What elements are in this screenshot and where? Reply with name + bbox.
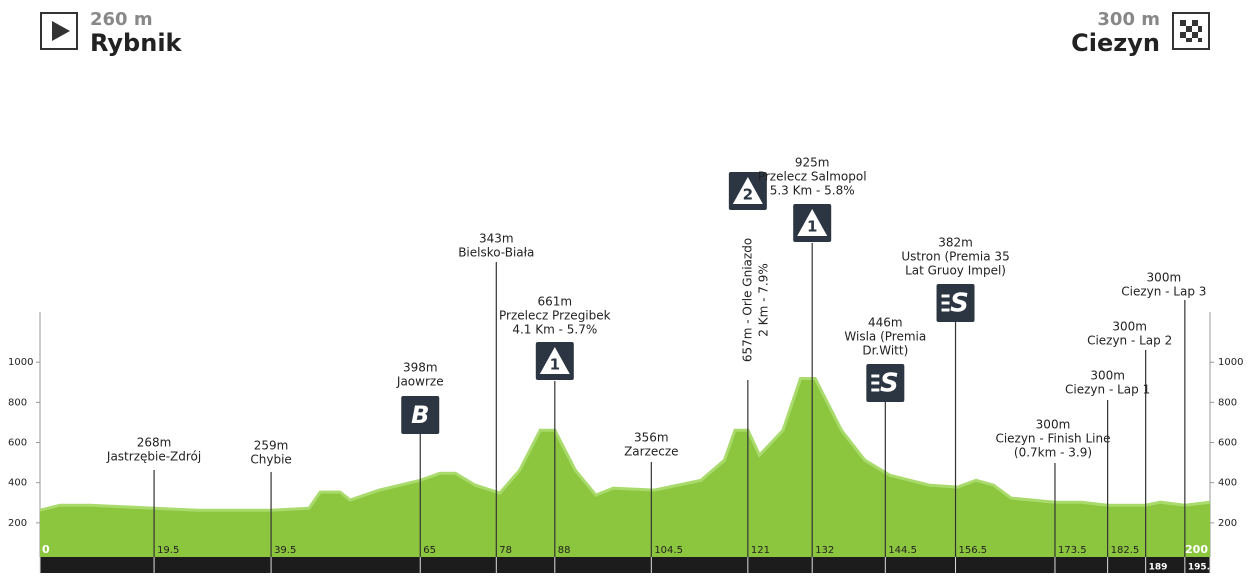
waypoint-label: 300m	[1036, 418, 1071, 432]
y-tick-label: 600	[1218, 438, 1237, 449]
icon-box	[936, 284, 975, 322]
waypoint-label: Ciezyn - Lap 2	[1087, 334, 1172, 348]
waypoint-label: Dr.Witt)	[862, 344, 908, 358]
icon-box	[866, 364, 905, 402]
waypoint-label: Zarzecze	[624, 445, 678, 459]
waypoint-icon: S	[936, 284, 975, 322]
y-tick-label: 200	[1218, 518, 1237, 529]
waypoint-label: 356m	[634, 431, 669, 445]
icon-triangle	[732, 177, 763, 204]
waypoint-icon: B	[401, 396, 440, 434]
start-name: Rybnik	[90, 29, 183, 57]
waypoint-label: 268m	[137, 436, 172, 450]
waypoint-label: (0.7km - 3.9)	[1014, 446, 1092, 460]
icon-glyph: 1	[550, 356, 560, 374]
x-tick-label: 182.5	[1111, 545, 1140, 556]
y-tick-label: 800	[8, 397, 27, 408]
icon-triangle	[797, 209, 828, 236]
y-tick-label: 600	[8, 438, 27, 449]
waypoint-label: Lat Gruoy Impel)	[905, 264, 1006, 278]
waypoint-label: Ciezyn - Finish Line	[995, 432, 1110, 446]
x-tick-label: 19.5	[157, 545, 179, 556]
y-tick-label: 400	[1218, 478, 1237, 489]
waypoint-label: 925m	[795, 156, 830, 170]
waypoint-label: 398m	[403, 361, 438, 375]
y-tick-label: 800	[1218, 397, 1237, 408]
waypoint-label: Ciezyn - Lap 1	[1065, 383, 1150, 397]
waypoint-label: 2 Km - 7.9%	[756, 263, 770, 336]
profile-area	[40, 378, 1210, 557]
x-tick-label: 156.5	[959, 545, 988, 556]
icon-glyph: S	[880, 369, 899, 399]
x-tick-label: 88	[558, 545, 571, 556]
profile-edge	[39, 377, 1211, 512]
x-tick-label: 132	[815, 545, 834, 556]
waypoint-label: 657m - Orle Gniazdo	[740, 238, 754, 362]
icon-box	[401, 396, 440, 434]
waypoint-label: Wisla (Premia	[844, 330, 926, 344]
x-tick-label: 65	[423, 545, 436, 556]
start-elevation: 260 m	[90, 9, 153, 30]
waypoint-label: 259m	[254, 439, 289, 453]
x-tick-label: 39.5	[274, 545, 296, 556]
waypoint-label: Jastrzębie-Zdrój	[106, 450, 201, 464]
waypoint-label: 661m	[538, 295, 573, 309]
waypoint-icon: 1	[793, 204, 832, 242]
start-icon	[40, 12, 78, 50]
waypoint-label: 446m	[868, 316, 903, 330]
waypoint-label: Jaowrze	[396, 375, 444, 389]
waypoint-icon: 2	[728, 172, 767, 210]
waypoint-label: 343m	[479, 232, 514, 246]
y-tick-label: 1000	[1218, 357, 1243, 368]
waypoint-label: Przelecz Przegibek	[499, 309, 611, 323]
waypoint-label: 4.1 Km - 5.7%	[512, 323, 597, 337]
y-tick-label: 400	[8, 478, 27, 489]
finish-name: Ciezyn	[1071, 29, 1160, 57]
waypoint-label: 5.3 Km - 5.8%	[770, 184, 855, 198]
km-bar	[40, 557, 1210, 573]
waypoint-label: 382m	[938, 236, 973, 250]
waypoint-label: Chybie	[250, 453, 291, 467]
icon-glyph: B	[411, 401, 429, 429]
finish-elevation: 300 m	[1097, 9, 1160, 30]
x-tick-label: 200	[1185, 543, 1208, 556]
waypoint-label: Przelecz Salmopol	[758, 170, 867, 184]
icon-glyph: S	[950, 289, 969, 319]
x-tick-label: 189	[1149, 563, 1168, 573]
icon-glyph: 1	[807, 218, 817, 236]
x-tick-label: 78	[499, 545, 512, 556]
waypoint-label: 300m	[1147, 271, 1182, 285]
waypoint-label: 300m	[1090, 369, 1125, 383]
waypoint-label: 300m	[1112, 320, 1147, 334]
icon-triangle	[539, 347, 570, 374]
x-tick-label: 144.5	[888, 545, 917, 556]
waypoint-label: Bielsko-Biała	[458, 246, 534, 260]
waypoint-icon: 1	[535, 342, 574, 380]
waypoint-label: Ustron (Premia 35	[901, 250, 1009, 264]
x-tick-label: 0	[42, 543, 50, 556]
x-tick-label: 173.5	[1058, 545, 1087, 556]
x-tick-label: 104.5	[654, 545, 683, 556]
icon-glyph: 2	[743, 186, 753, 204]
waypoint-label: Ciezyn - Lap 3	[1121, 285, 1206, 299]
x-tick-label: 195.	[1188, 563, 1210, 573]
y-tick-label: 1000	[8, 357, 33, 368]
x-tick-label: 121	[751, 545, 770, 556]
waypoint-icon: S	[866, 364, 905, 402]
finish-icon	[1172, 12, 1210, 50]
y-tick-label: 200	[8, 518, 27, 529]
